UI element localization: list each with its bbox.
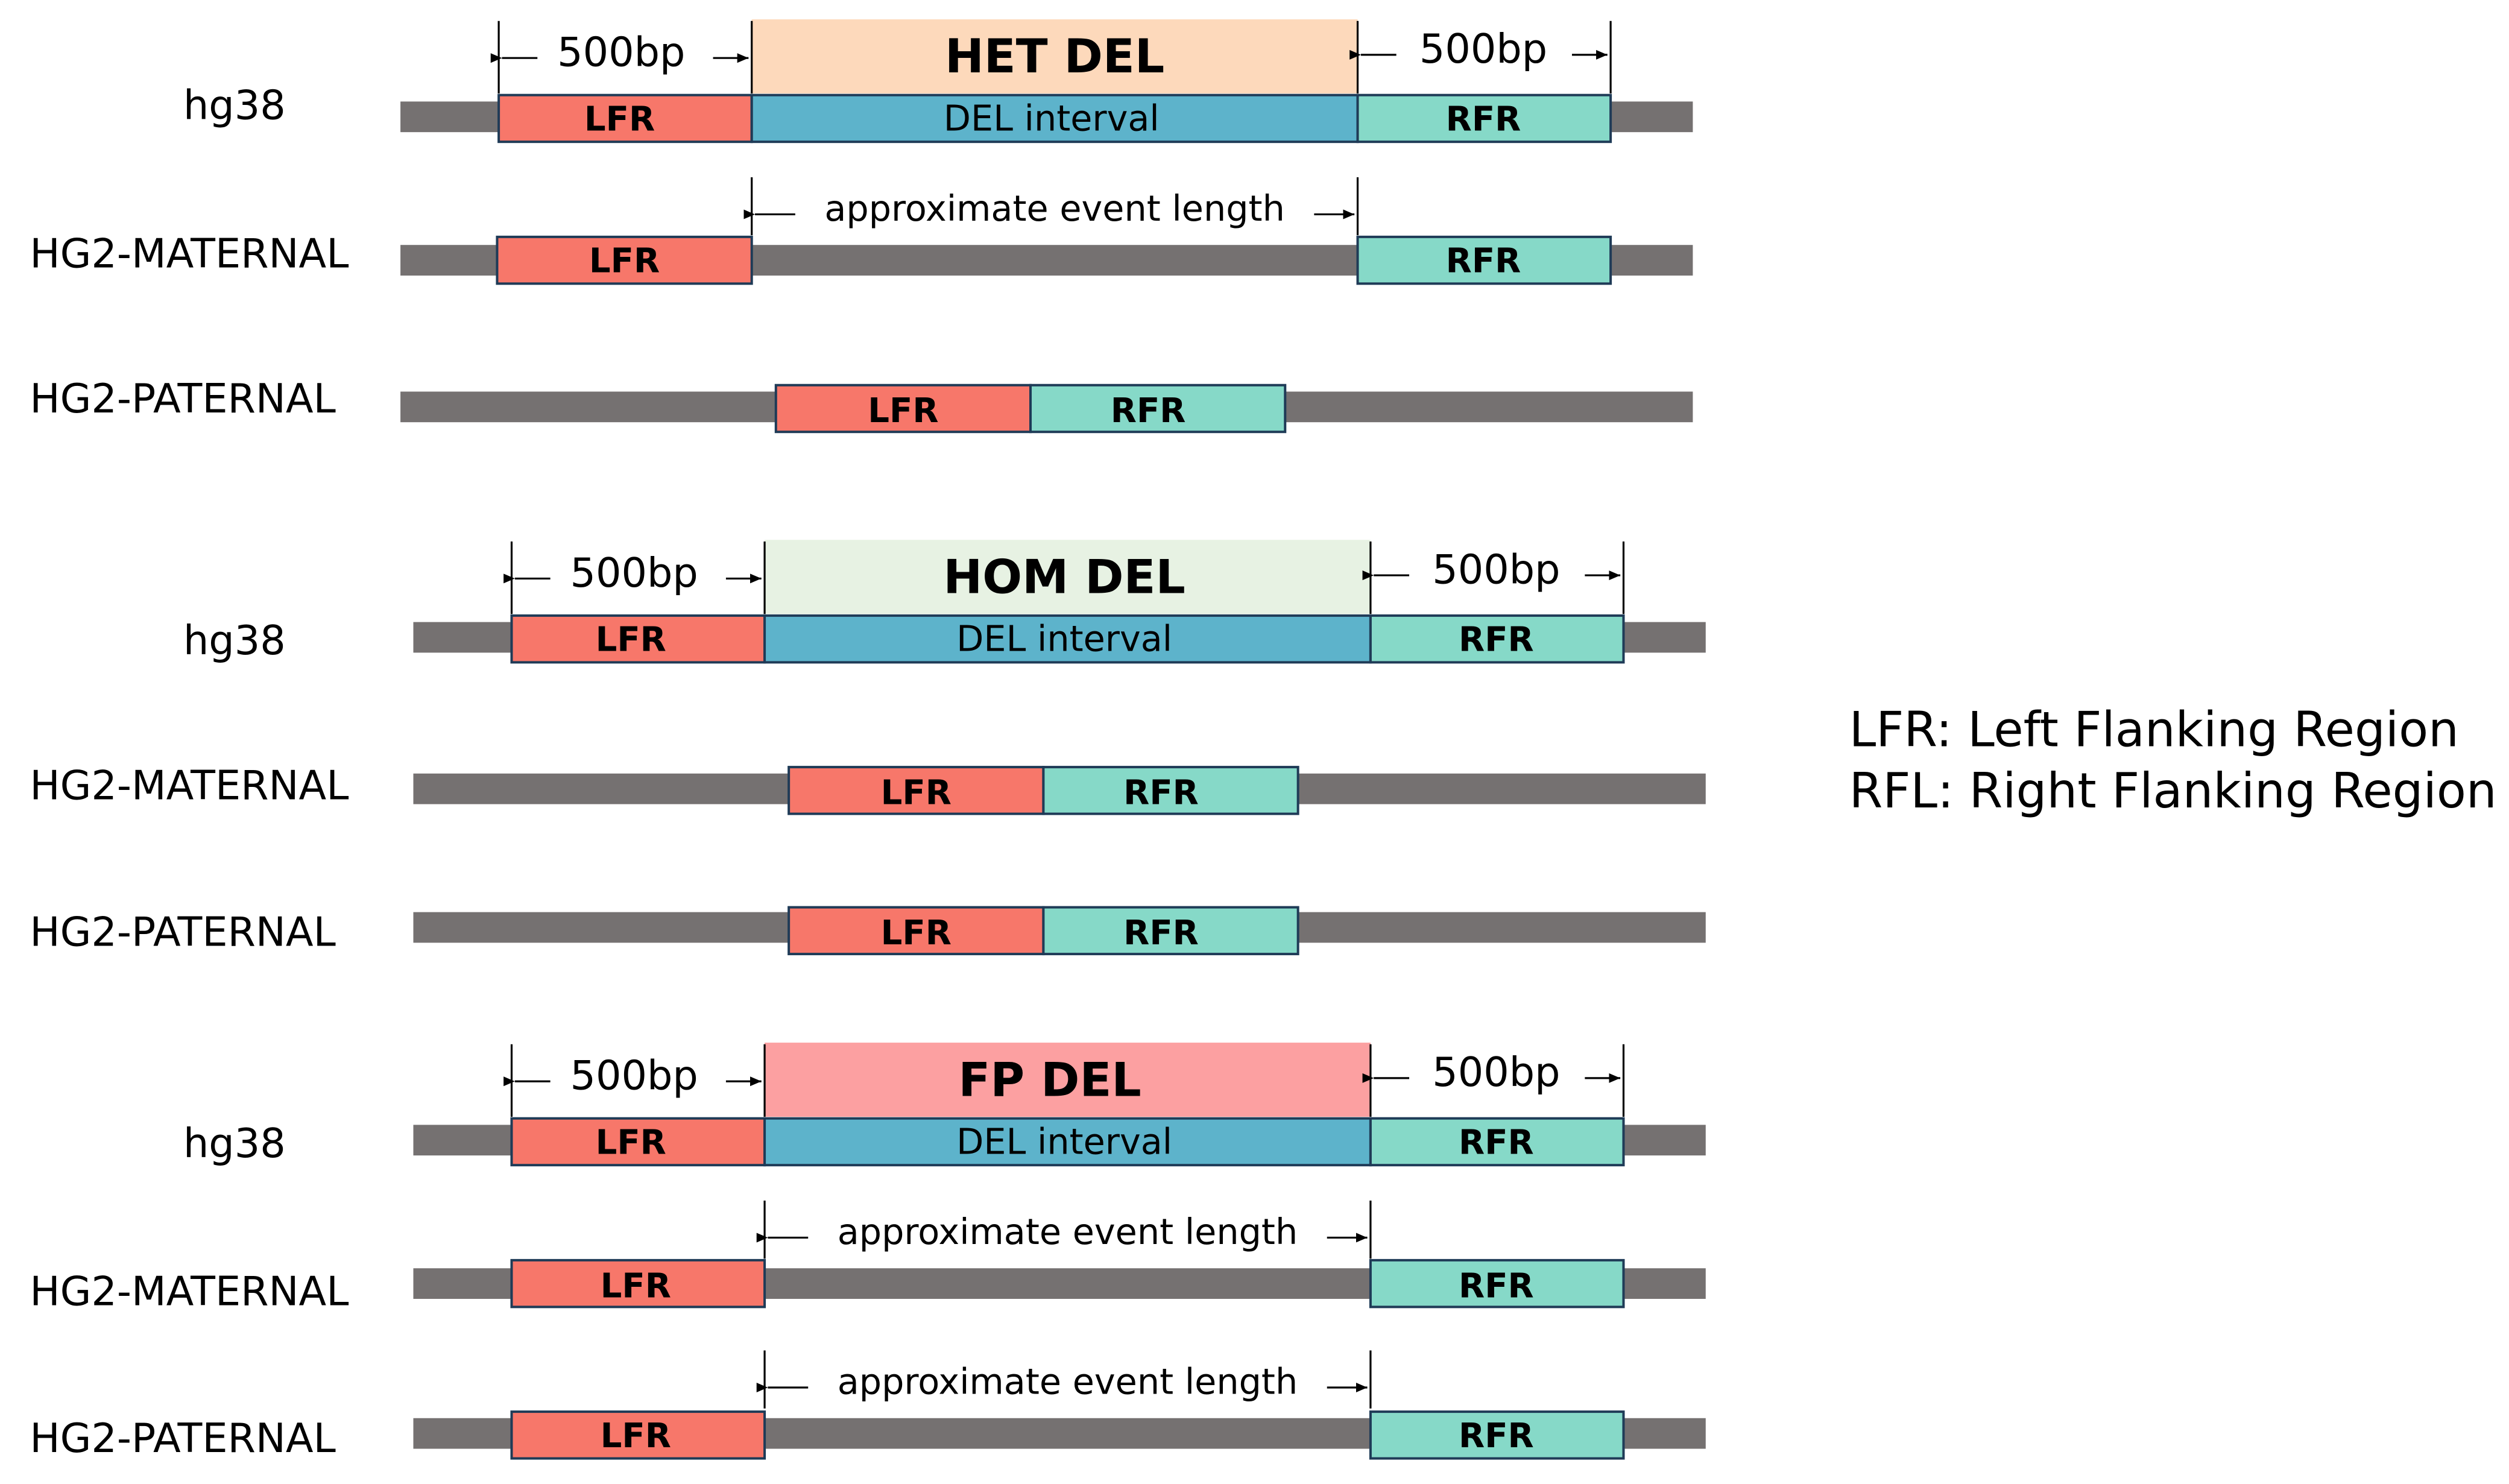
event-length-label: approximate event length <box>824 188 1284 229</box>
row-label: hg38 <box>183 1120 286 1167</box>
row-label: HG2-MATERNAL <box>30 1268 349 1315</box>
row-label: HG2-MATERNAL <box>30 762 349 809</box>
row-label: HG2-PATERNAL <box>30 1415 335 1462</box>
lfr-label: LFR <box>601 1416 671 1456</box>
panel-hom-del: HOM DEL 500bp 500bp hg38 LFR DEL interva… <box>30 540 1706 956</box>
lfr-label: LFR <box>868 391 938 431</box>
rfr-box <box>1029 384 1287 434</box>
rfr-label: RFR <box>1459 1266 1534 1306</box>
flank-right-label: 500bp <box>1432 546 1560 593</box>
row-label: hg38 <box>183 82 286 129</box>
lfr-box <box>496 235 753 285</box>
lfr-label: LFR <box>589 242 660 281</box>
row-label: HG2-PATERNAL <box>30 375 335 422</box>
fp-del-header-box <box>765 1043 1371 1117</box>
lfr-box <box>510 1410 766 1460</box>
rfr-box <box>1369 1117 1625 1167</box>
rfr-label: RFR <box>1459 1123 1534 1162</box>
lfr-box <box>510 1117 766 1167</box>
lfr-label: LFR <box>584 99 655 139</box>
rfr-box <box>1369 614 1625 664</box>
rfr-box <box>1356 93 1612 144</box>
flank-left-label: 500bp <box>557 29 685 76</box>
lfr-box <box>787 906 1045 956</box>
del-interval-label: DEL interval <box>944 97 1160 139</box>
event-length-label: approximate event length <box>838 1211 1298 1252</box>
del-interval-box <box>763 1117 1372 1167</box>
row-label: HG2-MATERNAL <box>30 230 349 277</box>
lfr-label: LFR <box>601 1266 671 1306</box>
lfr-label: LFR <box>596 620 666 660</box>
rfr-box <box>1369 1258 1625 1309</box>
lfr-box <box>774 384 1032 434</box>
lfr-box <box>510 614 766 664</box>
lfr-label: LFR <box>881 774 952 813</box>
lfr-box <box>787 766 1045 815</box>
row-label: HG2-PATERNAL <box>30 909 335 956</box>
legend: LFR: Left Flanking Region RFL: Right Fla… <box>1849 701 2497 819</box>
rfr-label: RFR <box>1459 620 1534 660</box>
lfr-label: LFR <box>596 1123 666 1162</box>
rfr-label: RFR <box>1446 99 1521 139</box>
het-del-title: HET DEL <box>945 30 1164 84</box>
rfr-label: RFR <box>1459 1416 1534 1456</box>
legend-line-rfl: RFL: Right Flanking Region <box>1849 763 2497 819</box>
rfr-label: RFR <box>1123 914 1199 953</box>
flank-left-label: 500bp <box>570 1052 698 1099</box>
flank-right-label: 500bp <box>1419 25 1547 72</box>
rfr-label: RFR <box>1123 774 1199 813</box>
het-del-header-box <box>751 19 1358 94</box>
event-length-label: approximate event length <box>838 1361 1298 1403</box>
panel-het-del: HET DEL 500bp 500bp hg38 LFR DEL interva… <box>30 19 1693 434</box>
rfr-box <box>1042 766 1299 815</box>
rfr-label: RFR <box>1446 242 1521 281</box>
fp-del-title: FP DEL <box>958 1053 1141 1107</box>
hom-del-header-box <box>765 540 1371 614</box>
flank-left-label: 500bp <box>570 549 698 596</box>
rfr-box <box>1369 1410 1625 1460</box>
del-interval-label: DEL interval <box>956 618 1172 660</box>
rfr-box <box>1356 235 1612 285</box>
row-label: hg38 <box>183 617 286 664</box>
panel-fp-del: FP DEL 500bp 500bp hg38 LFR DEL interval… <box>30 1043 1706 1462</box>
flank-right-label: 500bp <box>1432 1049 1560 1096</box>
del-interval-box <box>763 614 1372 664</box>
lfr-box <box>510 1258 766 1309</box>
hom-del-title: HOM DEL <box>943 550 1185 604</box>
rfr-box <box>1042 906 1299 956</box>
lfr-label: LFR <box>881 914 952 953</box>
del-interval-label: DEL interval <box>956 1120 1172 1162</box>
legend-line-lfr: LFR: Left Flanking Region <box>1849 701 2459 757</box>
rfr-label: RFR <box>1111 391 1186 431</box>
